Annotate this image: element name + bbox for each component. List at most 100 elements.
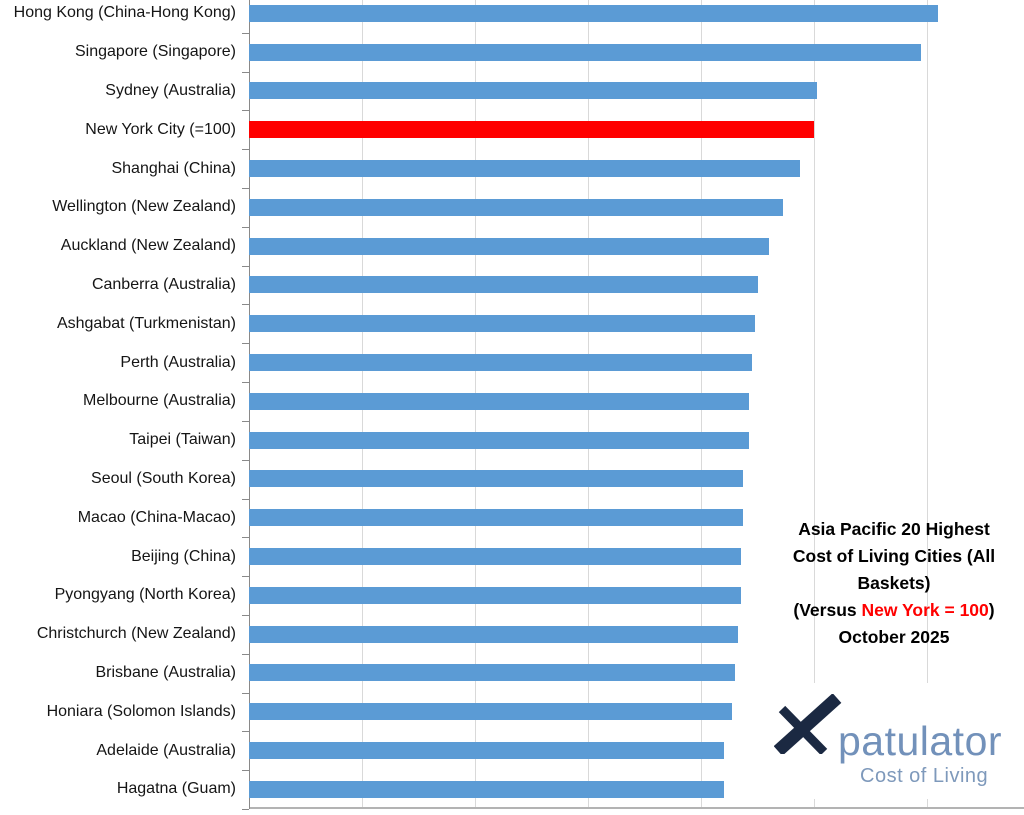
versus-newyork-highlight: New York = 100	[861, 600, 989, 620]
axis-tick	[242, 731, 249, 733]
axis-tick	[242, 653, 249, 655]
title-date-line: October 2025	[838, 627, 950, 647]
bar-area	[249, 421, 1024, 460]
axis-tick	[242, 459, 249, 461]
chart-row: Christchurch (New Zealand)	[0, 615, 1024, 654]
chart-row: Adelaide (Australia)	[0, 731, 1024, 770]
bar-area	[249, 731, 1024, 770]
bar	[249, 548, 741, 566]
category-label: Taipei (Taiwan)	[129, 431, 236, 449]
bar-area	[249, 110, 1024, 149]
category-label: Wellington (New Zealand)	[52, 198, 236, 216]
category-label: Hagatna (Guam)	[116, 780, 236, 798]
bar-area	[249, 692, 1024, 731]
category-label: Perth (Australia)	[120, 353, 236, 371]
chart-row: Brisbane (Australia)	[0, 654, 1024, 693]
bar	[249, 160, 800, 178]
axis-tick	[242, 809, 249, 810]
bar-area	[249, 227, 1024, 266]
bar	[249, 780, 724, 798]
bar	[249, 43, 922, 61]
bar-area	[249, 266, 1024, 305]
logo-name-text: patulator	[837, 718, 1003, 764]
chart-row: Beijing (China)	[0, 537, 1024, 576]
chart-row: Shanghai (China)	[0, 149, 1024, 188]
axis-tick	[242, 614, 249, 616]
versus-prefix: (Versus	[793, 600, 862, 620]
bar	[249, 470, 744, 488]
bar-area	[249, 0, 1024, 33]
category-label: Auckland (New Zealand)	[60, 237, 236, 255]
axis-tick	[242, 382, 249, 384]
axis-tick	[242, 537, 249, 539]
bar-area	[249, 498, 1024, 537]
title-line: Asia Pacific 20 Highest	[798, 519, 990, 539]
category-label: Beijing (China)	[131, 547, 236, 565]
chart-row: Wellington (New Zealand)	[0, 188, 1024, 227]
bar	[249, 4, 939, 22]
chart-row: Perth (Australia)	[0, 343, 1024, 382]
category-label: Adelaide (Australia)	[96, 741, 236, 759]
bar-area	[249, 188, 1024, 227]
bar	[249, 431, 750, 449]
bar-area	[249, 72, 1024, 111]
bar-area	[249, 460, 1024, 499]
bar-area	[249, 343, 1024, 382]
category-label: New York City (=100)	[85, 120, 236, 138]
axis-tick	[242, 498, 249, 500]
bar	[249, 315, 755, 333]
category-label: Ashgabat (Turkmenistan)	[56, 314, 236, 332]
chart-title: Asia Pacific 20 Highest Cost of Living C…	[768, 516, 1020, 651]
category-label: Sydney (Australia)	[105, 81, 236, 99]
axis-tick	[242, 32, 249, 34]
axis-tick	[242, 692, 249, 694]
bar-area	[249, 149, 1024, 188]
axis-tick	[242, 265, 249, 267]
axis-tick	[242, 110, 249, 112]
bar	[249, 121, 814, 139]
bar	[249, 703, 733, 721]
axis-tick	[242, 71, 249, 73]
axis-tick	[242, 226, 249, 228]
bar	[249, 276, 758, 294]
chart-row: Sydney (Australia)	[0, 72, 1024, 111]
category-label: Pyongyang (North Korea)	[54, 586, 236, 604]
axis-tick	[242, 188, 249, 190]
bar-area	[249, 615, 1024, 654]
chart-row: New York City (=100)	[0, 110, 1024, 149]
gridline	[927, 0, 928, 807]
bar	[249, 82, 817, 100]
category-label: Singapore (Singapore)	[75, 43, 236, 61]
bar-area	[249, 576, 1024, 615]
bar-area	[249, 537, 1024, 576]
chart-row: Melbourne (Australia)	[0, 382, 1024, 421]
bar	[249, 586, 741, 604]
axis-tick	[242, 304, 249, 306]
bar-area	[249, 33, 1024, 72]
chart-row: Singapore (Singapore)	[0, 33, 1024, 72]
category-label: Honiara (Solomon Islands)	[46, 702, 236, 720]
chart-row: Pyongyang (North Korea)	[0, 576, 1024, 615]
title-line: Baskets)	[857, 573, 931, 593]
xpatulator-logo: patulator Cost of Living	[752, 683, 1024, 799]
category-label: Shanghai (China)	[111, 159, 236, 177]
axis-tick	[242, 770, 249, 772]
category-label: Seoul (South Korea)	[91, 469, 236, 487]
category-label: Canberra (Australia)	[91, 275, 236, 293]
bar-area	[249, 382, 1024, 421]
chart-row: Taipei (Taiwan)	[0, 421, 1024, 460]
chart-row: Auckland (New Zealand)	[0, 227, 1024, 266]
versus-suffix: )	[988, 600, 995, 620]
xpatulator-x-icon	[773, 694, 842, 754]
bar	[249, 742, 724, 760]
axis-tick	[242, 149, 249, 151]
bar	[249, 625, 738, 643]
category-label: Macao (China-Macao)	[77, 508, 236, 526]
chart-row: Hagatna (Guam)	[0, 770, 1024, 809]
chart-row: Honiara (Solomon Islands)	[0, 692, 1024, 731]
bar	[249, 354, 752, 372]
logo-wordmark: patulator	[752, 694, 1024, 762]
chart-row: Canberra (Australia)	[0, 266, 1024, 305]
